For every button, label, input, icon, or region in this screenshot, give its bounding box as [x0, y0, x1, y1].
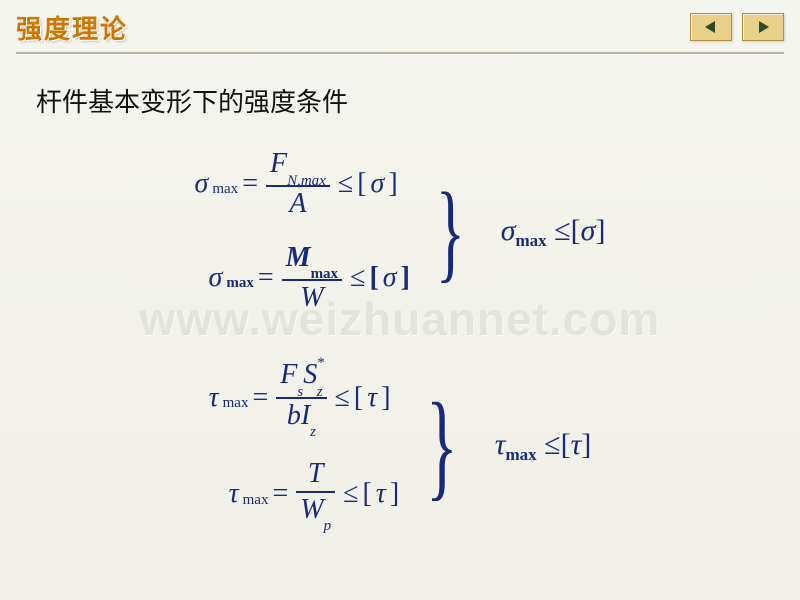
prev-button[interactable]: [690, 13, 732, 41]
tau-eq-1: τmax = FsS*z bIz ≤ [τ]: [209, 360, 391, 435]
sigma-result: σmax ≤[σ]: [501, 214, 606, 248]
tau-result: τmax ≤[τ]: [495, 428, 592, 462]
tau-eq-2: τmax = T Wp ≤ [τ]: [229, 459, 400, 529]
brace-icon: }: [436, 187, 465, 275]
sigma-eq-2: σmax = Mmax W ≤ [σ]: [209, 243, 410, 313]
next-button[interactable]: [742, 13, 784, 41]
triangle-left-icon: [703, 19, 719, 35]
sigma-equations: σmax = FN,max A ≤ [σ] σmax = Mmax W ≤: [195, 149, 410, 312]
slide-title: 杆件基本变形下的强度条件: [36, 82, 800, 119]
brace-icon: }: [426, 397, 458, 493]
slide-header: 强度理论: [0, 0, 800, 48]
content-area: σmax = FN,max A ≤ [σ] σmax = Mmax W ≤: [0, 149, 800, 529]
nav-buttons: [690, 13, 784, 41]
sigma-group: σmax = FN,max A ≤ [σ] σmax = Mmax W ≤: [0, 149, 800, 312]
header-divider: [16, 52, 784, 54]
tau-equations: τmax = FsS*z bIz ≤ [τ] τmax =: [209, 360, 400, 528]
tau-group: τmax = FsS*z bIz ≤ [τ] τmax =: [0, 360, 800, 528]
triangle-right-icon: [755, 19, 771, 35]
sigma-eq-1: σmax = FN,max A ≤ [σ]: [195, 149, 398, 219]
header-logo: 强度理论: [16, 9, 128, 46]
